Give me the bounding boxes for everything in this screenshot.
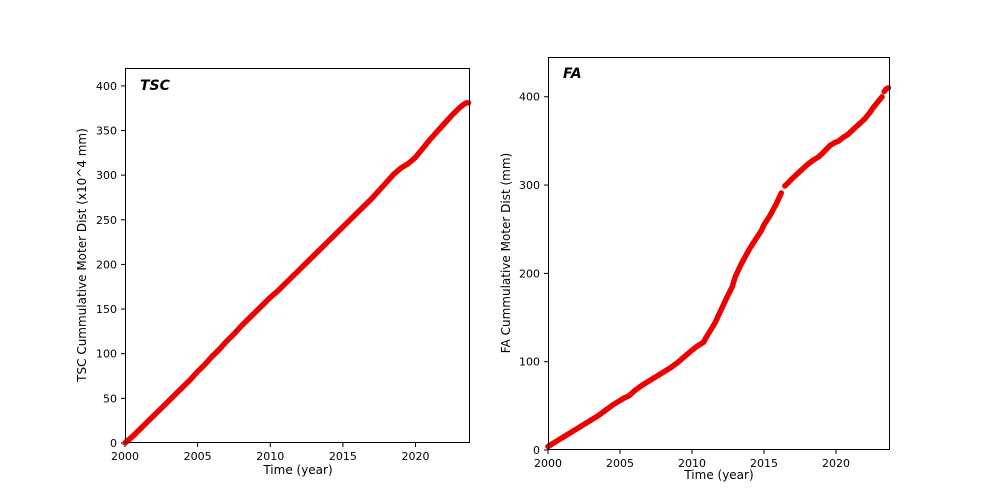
- axes-box: [548, 57, 890, 450]
- y-tick-label: 200: [96, 258, 117, 271]
- data-series-line: [881, 85, 892, 95]
- y-tick-label: 400: [519, 91, 540, 104]
- x-tick-label: 2010: [678, 457, 706, 470]
- x-tick-label: 2020: [822, 457, 850, 470]
- x-tick-label: 2020: [402, 450, 430, 463]
- y-tick-label: 0: [533, 444, 540, 457]
- fa-panel-title: FA: [563, 66, 582, 82]
- y-tick-label: 100: [96, 348, 117, 361]
- x-tick-label: 2005: [184, 450, 212, 463]
- fa-y-axis-label: FA Cummulative Moter Dist (mm): [499, 152, 513, 354]
- data-series-line: [545, 190, 785, 450]
- tsc-y-axis-label: TSC Cummulative Moter Dist (x10^4 mm): [75, 128, 89, 382]
- x-tick-label: 2000: [534, 457, 562, 470]
- tsc-panel-title: TSC: [140, 78, 170, 94]
- y-tick-label: 150: [96, 303, 117, 316]
- x-tick-label: 2015: [329, 450, 357, 463]
- x-tick-label: 2000: [111, 450, 139, 463]
- y-tick-label: 300: [96, 169, 117, 182]
- y-tick-label: 300: [519, 179, 540, 192]
- y-tick-label: 50: [103, 392, 117, 405]
- y-tick-label: 100: [519, 356, 540, 369]
- x-tick-label: 2015: [750, 457, 778, 470]
- axes-box: [125, 68, 470, 443]
- tsc-x-axis-label: Time (year): [263, 463, 333, 477]
- data-series-line: [782, 93, 885, 189]
- y-tick-label: 400: [96, 80, 117, 93]
- y-tick-label: 350: [96, 125, 117, 138]
- fa-x-axis-label: Time (year): [684, 468, 754, 482]
- y-tick-label: 250: [96, 214, 117, 227]
- tsc-plot-area: 2000 2005 2010 2015 2020 0 50 100 150 200 250 300 35…: [96, 68, 472, 463]
- data-series-line: [122, 100, 472, 446]
- y-tick-label: 200: [519, 267, 540, 280]
- x-tick-label: 2005: [606, 457, 634, 470]
- x-tick-label: 2010: [256, 450, 284, 463]
- y-tick-label: 0: [110, 437, 117, 450]
- fa-plot-area: 2000 2005 2010 2015 2020 0 100 200 300 400: [519, 57, 892, 470]
